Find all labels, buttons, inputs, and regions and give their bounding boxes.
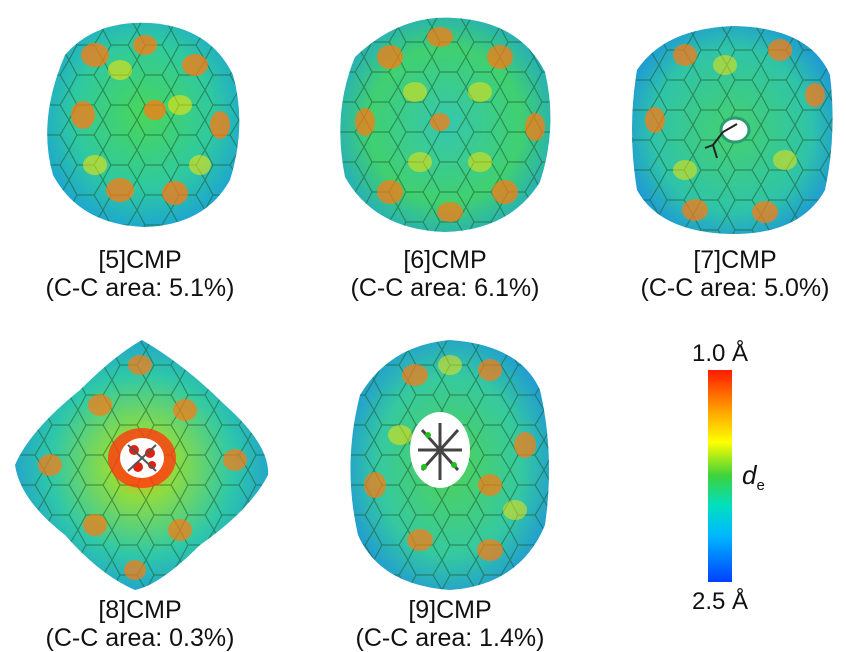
hirshfeld-surface-5cmp: [47, 22, 240, 228]
cavity: [719, 116, 751, 144]
colorbar-symbol-main: d: [742, 460, 757, 490]
hirshfeld-surface-7cmp: [632, 26, 833, 235]
colorbar-min-label: 2.5 Å: [691, 588, 749, 615]
guest-molecule: [127, 444, 157, 472]
molecule-label: [8]CMP: [98, 596, 182, 624]
colorbar-symbol: de: [742, 460, 765, 494]
surface-panel-7cmp: [625, 20, 840, 240]
cc-area-label: (C-C area: 6.1%): [350, 274, 540, 302]
cc-area-label: (C-C area: 5.1%): [45, 274, 235, 302]
colorbar-symbol-sub: e: [756, 477, 765, 495]
molecule-label: [7]CMP: [693, 246, 777, 274]
colorbar: [708, 370, 732, 582]
caption-7cmp: [7]CMP (C-C area: 5.0%): [630, 246, 840, 302]
cc-area-label: (C-C area: 0.3%): [45, 624, 235, 652]
surface-panel-9cmp: [340, 335, 560, 595]
caption-6cmp: [6]CMP (C-C area: 6.1%): [345, 246, 545, 302]
surface-panel-8cmp: [10, 335, 275, 595]
cc-area-label: (C-C area: 1.4%): [355, 624, 545, 652]
guest-molecule: [704, 123, 738, 159]
surface-panel-5cmp: [35, 15, 245, 235]
hirshfeld-surface-9cmp: [350, 340, 549, 590]
caption-5cmp: [5]CMP (C-C area: 5.1%): [40, 246, 240, 302]
colorbar-max-label: 1.0 Å: [691, 340, 749, 367]
surface-panel-6cmp: [330, 12, 560, 237]
molecule-label: [6]CMP: [403, 246, 487, 274]
caption-9cmp: [9]CMP (C-C area: 1.4%): [350, 596, 550, 652]
hirshfeld-surface-6cmp: [340, 17, 551, 232]
hirshfeld-surface-8cmp: [15, 340, 269, 590]
cc-area-label: (C-C area: 5.0%): [640, 274, 830, 302]
molecule-label: [5]CMP: [98, 246, 182, 274]
molecule-label: [9]CMP: [408, 596, 492, 624]
caption-8cmp: [8]CMP (C-C area: 0.3%): [35, 596, 245, 652]
